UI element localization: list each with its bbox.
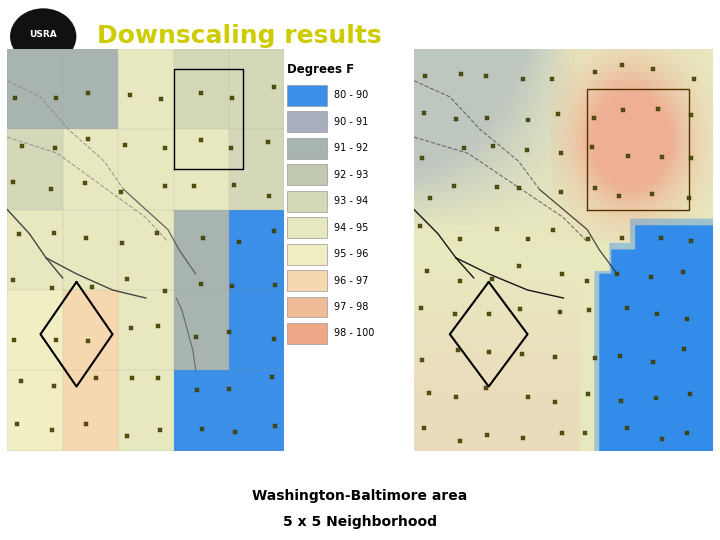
Bar: [174, 49, 229, 129]
Bar: [7, 210, 63, 290]
Text: 5 x 5 Neighborhood: 5 x 5 Neighborhood: [283, 515, 437, 529]
Text: Washington-Baltimore area: Washington-Baltimore area: [253, 489, 467, 503]
Bar: [287, 191, 327, 212]
Bar: [118, 290, 174, 370]
Text: 98 - 100: 98 - 100: [333, 328, 374, 339]
Text: Degrees F: Degrees F: [287, 63, 354, 76]
Text: Downscaling results: Downscaling results: [97, 24, 382, 49]
Bar: [118, 210, 174, 290]
Bar: [174, 370, 229, 451]
Text: USRA: USRA: [30, 30, 57, 39]
Bar: [7, 49, 63, 129]
Bar: [287, 138, 327, 159]
Bar: [229, 49, 284, 129]
Text: 95 - 96: 95 - 96: [333, 249, 368, 259]
Text: 92 - 93: 92 - 93: [333, 170, 368, 180]
Bar: [63, 49, 118, 129]
Bar: [229, 210, 284, 290]
Text: 1 km Disaggregated temperature: 1 km Disaggregated temperature: [433, 97, 668, 110]
Bar: [63, 370, 118, 451]
Bar: [63, 129, 118, 210]
Bar: [287, 111, 327, 132]
Bar: [63, 210, 118, 290]
Bar: [287, 244, 327, 265]
Bar: [118, 129, 174, 210]
Bar: [229, 129, 284, 210]
Text: 12 km NLDAS  temperature: 12 km NLDAS temperature: [51, 97, 244, 110]
Text: 93 - 94: 93 - 94: [333, 196, 368, 206]
Bar: [174, 210, 229, 290]
Ellipse shape: [9, 7, 78, 65]
Bar: [7, 129, 63, 210]
Bar: [7, 290, 63, 370]
Bar: [174, 290, 229, 370]
Bar: [287, 217, 327, 238]
Bar: [63, 290, 118, 370]
Text: 91 - 92: 91 - 92: [333, 143, 368, 153]
Bar: [287, 323, 327, 344]
Text: 96 - 97: 96 - 97: [333, 275, 368, 286]
Bar: [118, 49, 174, 129]
Bar: [174, 129, 229, 210]
Text: 90 - 91: 90 - 91: [333, 117, 368, 127]
Text: 94 - 95: 94 - 95: [333, 222, 368, 233]
Bar: [287, 164, 327, 185]
Bar: [229, 370, 284, 451]
Bar: [287, 270, 327, 291]
Bar: [7, 370, 63, 451]
Bar: [287, 296, 327, 318]
Text: 80 - 90: 80 - 90: [333, 90, 368, 100]
Text: 97 - 98: 97 - 98: [333, 302, 368, 312]
Bar: [229, 290, 284, 370]
Bar: [287, 85, 327, 106]
Bar: [118, 370, 174, 451]
